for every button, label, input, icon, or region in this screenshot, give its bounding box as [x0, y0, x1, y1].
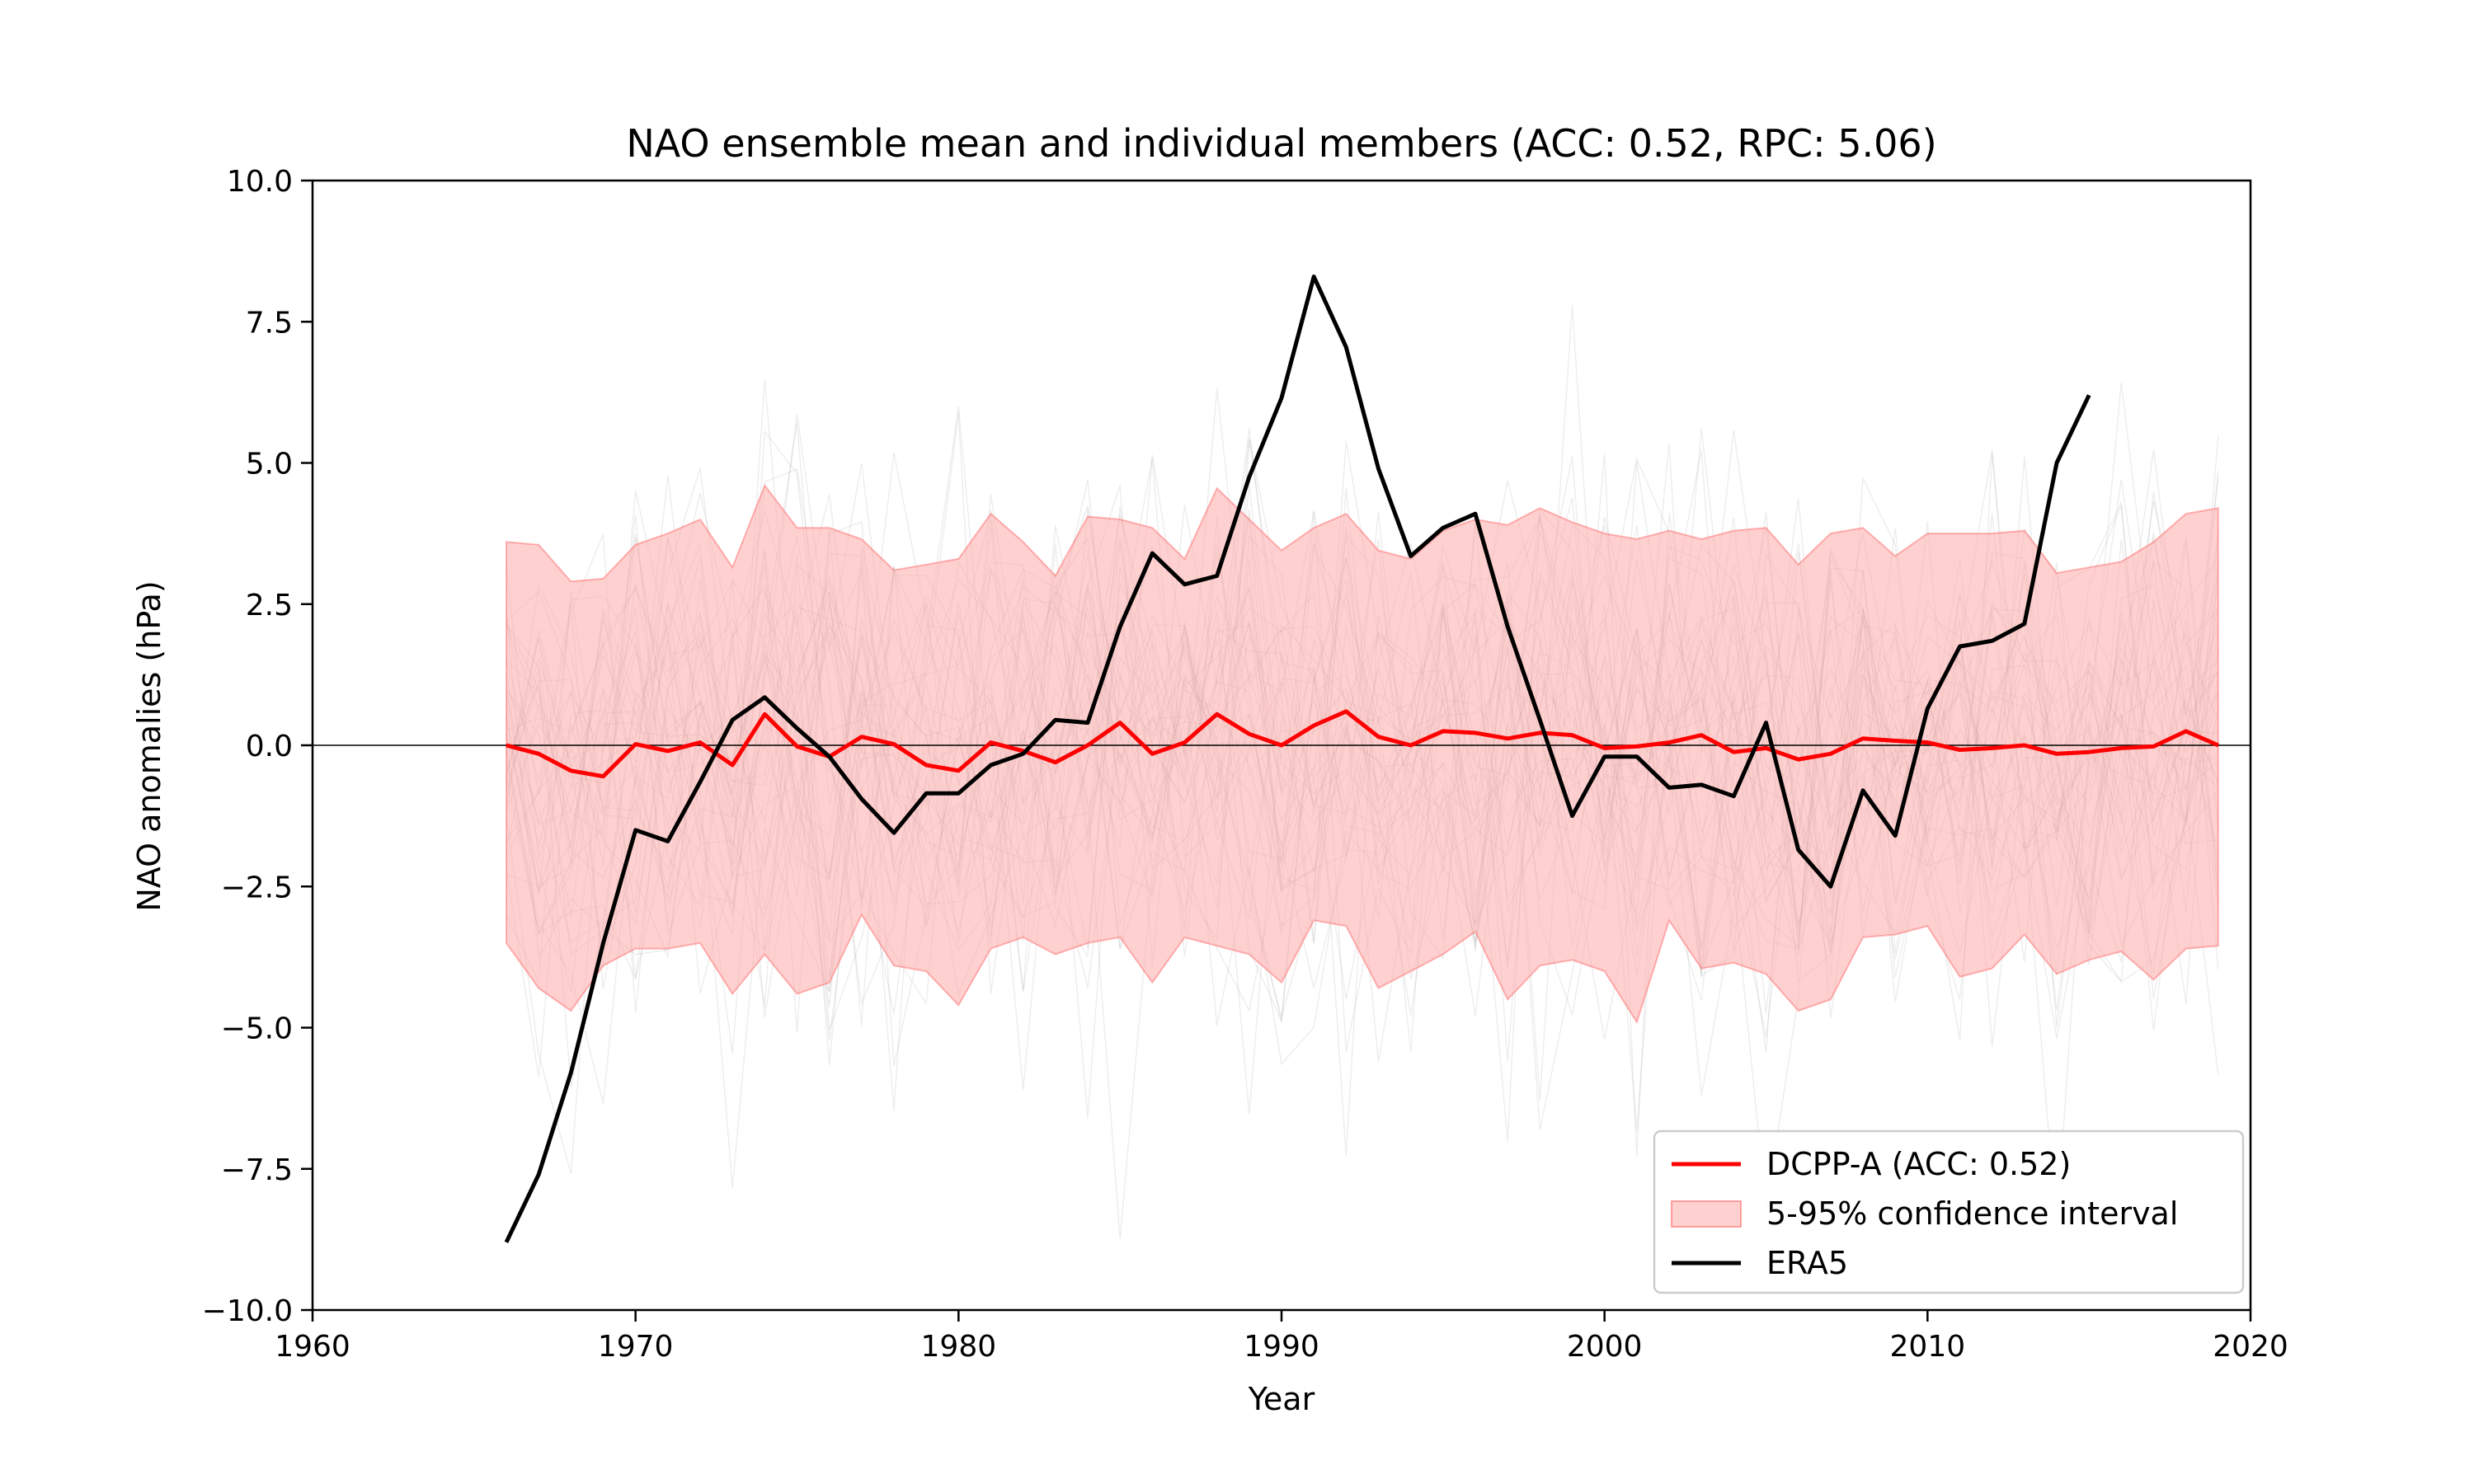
- confidence-band: [506, 483, 2219, 1025]
- y-tick-label: −2.5: [221, 871, 293, 904]
- x-tick-label: 2020: [2213, 1330, 2288, 1364]
- plot-area: [313, 275, 2251, 1243]
- chart-title: NAO ensemble mean and individual members…: [626, 121, 1936, 166]
- y-tick-label: 0.0: [246, 730, 293, 763]
- y-tick-label: 7.5: [246, 306, 293, 340]
- x-axis: 1960 1970 1980 1990 2000 2010 2020: [275, 1310, 2288, 1364]
- y-tick-label: 2.5: [246, 589, 293, 622]
- legend: DCPP-A (ACC: 0.52) 5-95% confidence inte…: [1653, 1129, 2245, 1294]
- y-tick-label: −5.0: [221, 1012, 293, 1046]
- era5-series-line: [504, 275, 2091, 1243]
- y-tick-label: −7.5: [221, 1153, 293, 1187]
- x-tick-label: 1960: [275, 1330, 350, 1364]
- y-axis-label: NAO anomalies (hPa): [131, 580, 167, 911]
- dcpp-series-line: [506, 709, 2219, 779]
- legend-era5-label: ERA5: [1766, 1245, 1848, 1281]
- legend-dcpp-label: DCPP-A (ACC: 0.52): [1766, 1146, 2071, 1182]
- y-tick-label: −10.0: [202, 1294, 293, 1328]
- x-tick-label: 2000: [1567, 1330, 1643, 1364]
- y-tick-label: 5.0: [246, 448, 293, 481]
- x-tick-label: 1970: [598, 1330, 674, 1364]
- x-tick-label: 1990: [1244, 1330, 1319, 1364]
- legend-band-swatch: [1671, 1200, 1742, 1228]
- legend-band-label: 5-95% confidence interval: [1766, 1195, 2178, 1232]
- x-tick-label: 1980: [921, 1330, 997, 1364]
- legend-box: [1653, 1129, 2245, 1294]
- x-tick-label: 2010: [1890, 1330, 1966, 1364]
- y-axis: 10.0 7.5 5.0 2.5 0.0 −2.5 −5.0 −7.5 −10.0: [202, 165, 313, 1328]
- x-axis-label: Year: [1248, 1381, 1315, 1417]
- y-tick-label: 10.0: [227, 165, 293, 199]
